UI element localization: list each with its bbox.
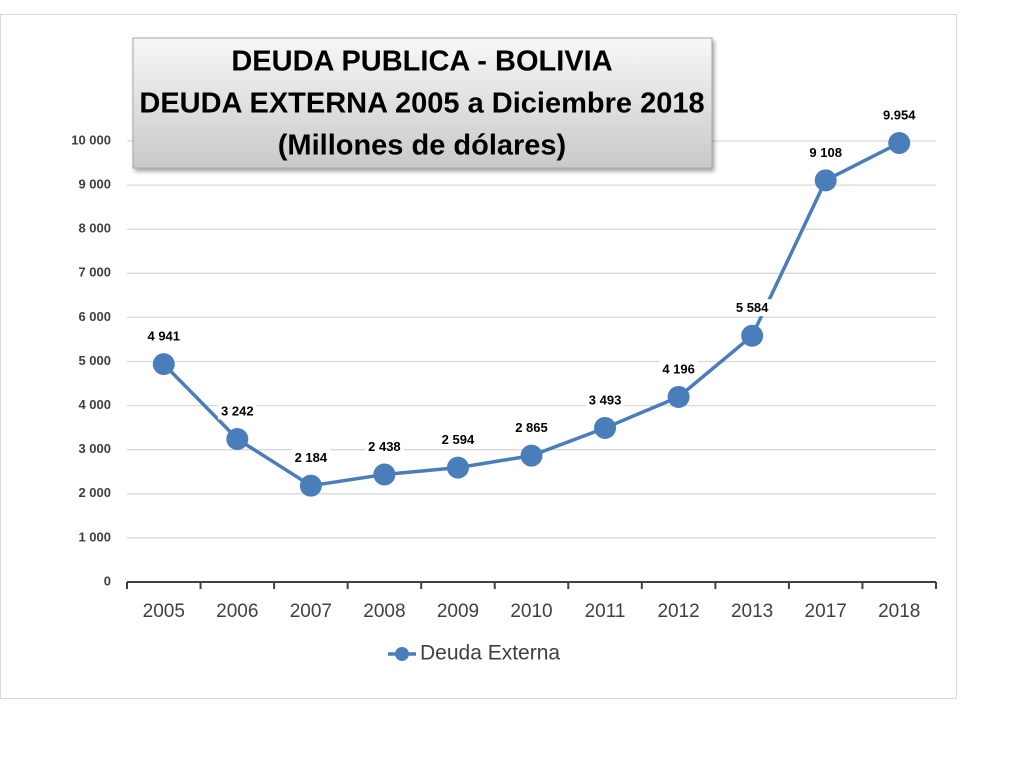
data-label: 3 493 (589, 392, 622, 407)
x-tick-label: 2011 (585, 601, 626, 622)
data-label-bg (218, 402, 257, 420)
data-point (814, 169, 837, 192)
data-label-bg (879, 106, 920, 124)
x-tick-label: 2009 (437, 601, 479, 622)
data-label: 2 865 (515, 420, 548, 435)
data-label-bg (732, 299, 773, 317)
data-point (152, 353, 175, 376)
data-label: 4 941 (147, 329, 180, 344)
chart-title: DEUDA EXTERNA 2005 a Diciembre 2018 (139, 88, 704, 120)
x-tick-label: 2013 (731, 601, 773, 622)
x-tick-label: 2017 (805, 601, 847, 622)
y-tick-label: 6 000 (78, 309, 111, 324)
data-point (594, 416, 617, 439)
title-group: DEUDA PUBLICA - BOLIVIA DEUDA EXTERNA 200… (139, 46, 704, 162)
y-tick-label: 7 000 (78, 265, 111, 280)
y-tick-label: 0 (104, 573, 111, 588)
data-point (520, 444, 543, 467)
y-tick-label: 8 000 (78, 221, 111, 236)
data-point (888, 132, 911, 155)
data-label: 2 438 (368, 439, 401, 454)
legend-label: Deuda Externa (420, 642, 560, 665)
x-tick-label: 2007 (290, 601, 332, 622)
data-point (446, 456, 469, 479)
y-tick-label: 2 000 (78, 485, 111, 500)
x-tick-label: 2018 (878, 601, 920, 622)
y-tick-label: 5 000 (78, 353, 111, 368)
y-tick-label: 4 000 (78, 397, 111, 412)
data-label: 9.954 (883, 107, 916, 122)
data-label: 9 108 (809, 145, 842, 160)
data-label-bg (659, 360, 698, 378)
data-label-bg (585, 391, 625, 409)
legend-marker (395, 647, 409, 661)
x-tick-label: 2005 (143, 601, 185, 622)
data-point (226, 428, 249, 451)
data-label: 2 594 (442, 432, 475, 447)
data-label: 4 196 (662, 361, 695, 376)
data-point (299, 474, 322, 497)
y-tick-label: 9 000 (78, 177, 111, 192)
data-point (667, 385, 690, 408)
y-tick-label: 3 000 (78, 441, 111, 456)
chart-title: DEUDA PUBLICA - BOLIVIA (231, 46, 612, 78)
data-label-bg (291, 449, 331, 467)
x-tick-label: 2012 (657, 601, 699, 622)
x-tick-label: 2010 (510, 601, 552, 622)
data-label: 5 584 (736, 300, 769, 315)
y-tick-label: 10 000 (71, 132, 111, 147)
plot-area: 0 1 000 2 000 3 000 4 000 5 000 6 000 7 000 8 00… (71, 106, 937, 622)
x-tick-label: 2006 (216, 601, 258, 622)
data-label-bg (512, 419, 551, 437)
x-tick-label: 2008 (363, 601, 405, 622)
data-point (741, 324, 764, 347)
data-label-bg (365, 437, 404, 455)
data-label: 3 242 (221, 403, 254, 418)
data-label-bg (144, 327, 184, 345)
data-label: 2 184 (295, 450, 328, 465)
data-label-bg (806, 143, 845, 161)
data-point (373, 463, 396, 486)
title-box (132, 37, 713, 169)
y-tick-label: 1 000 (78, 529, 111, 544)
chart-title: (Millones de dólares) (278, 130, 566, 162)
data-label-bg (438, 431, 478, 449)
